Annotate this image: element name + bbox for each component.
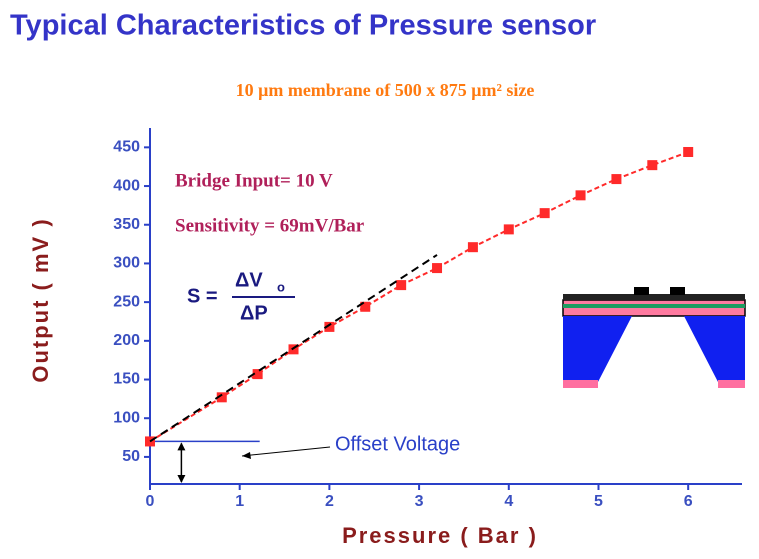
y-tick-label: 450: [113, 139, 140, 156]
x-tick-label: 5: [594, 493, 603, 510]
diagram-layer: [563, 294, 745, 300]
data-point: [504, 224, 514, 234]
x-tick-label: 3: [415, 493, 424, 510]
formula: S = ΔV o ΔP: [187, 269, 295, 324]
annotation: Offset Voltage: [335, 433, 460, 455]
diagram-foot: [718, 380, 745, 388]
x-tick-label: 2: [325, 493, 334, 510]
arrow-head: [177, 442, 185, 450]
fit-line: [150, 255, 437, 442]
formula-numerator: ΔV: [235, 269, 263, 291]
formula-sub: o: [277, 279, 285, 294]
y-tick-label: 250: [113, 293, 140, 310]
y-tick-label: 350: [113, 216, 140, 233]
diagram-foot: [563, 380, 598, 388]
formula-lhs: S =: [187, 285, 218, 307]
y-tick-label: 400: [113, 177, 140, 194]
subtitle: 10 μm membrane of 500 x 875 μm² size: [236, 80, 535, 100]
y-tick-label: 200: [113, 332, 140, 349]
y-tick-label: 150: [113, 371, 140, 388]
arrow-head: [177, 475, 185, 483]
data-point: [647, 160, 657, 170]
diagram-body: [563, 316, 632, 382]
x-axis-label: Pressure ( Bar ): [342, 523, 538, 548]
diagram-layer: [563, 304, 745, 308]
y-tick-label: 100: [113, 409, 140, 426]
data-point: [396, 280, 406, 290]
x-tick-label: 1: [235, 493, 244, 510]
annotation: Bridge Input= 10 V: [175, 170, 333, 191]
data-point: [611, 174, 621, 184]
diagram-contact: [634, 287, 649, 295]
formula-denominator: ΔP: [240, 302, 268, 324]
chart: Typical Characteristics of Pressure sens…: [0, 0, 759, 559]
chart-title: Typical Characteristics of Pressure sens…: [10, 10, 596, 42]
x-tick-label: 4: [504, 493, 513, 510]
y-tick-label: 300: [113, 255, 140, 272]
data-point: [468, 242, 478, 252]
annotation: Sensitivity = 69mV/Bar: [175, 215, 365, 236]
data-point: [683, 147, 693, 157]
y-tick-label: 50: [122, 448, 140, 465]
data-point: [576, 190, 586, 200]
pointer: [242, 447, 330, 456]
x-tick-label: 6: [684, 493, 693, 510]
sensor-diagram: [563, 287, 745, 388]
x-tick-label: 0: [146, 493, 155, 510]
diagram-body: [684, 316, 745, 382]
y-axis-label: Output ( mV ): [28, 217, 53, 382]
diagram-contact: [670, 287, 685, 295]
data-point: [432, 263, 442, 273]
data-point: [540, 208, 550, 218]
pointer-head: [242, 452, 251, 459]
